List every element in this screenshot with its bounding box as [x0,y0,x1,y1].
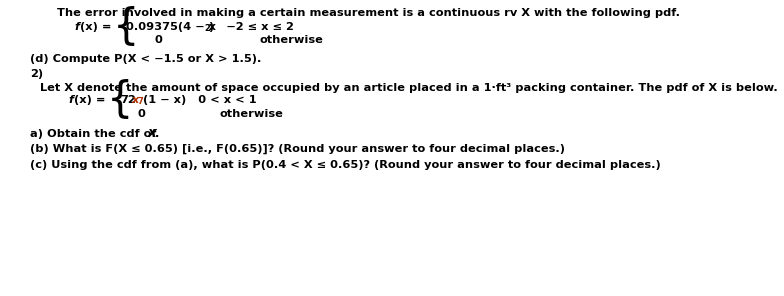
Text: 2: 2 [204,24,210,33]
Text: )   −2 ≤ x ≤ 2: ) −2 ≤ x ≤ 2 [209,22,294,32]
Text: 7: 7 [138,97,143,106]
Text: otherwise: otherwise [260,35,324,45]
Text: Let X denote the amount of space occupied by an article placed in a 1·ft³ packin: Let X denote the amount of space occupie… [40,83,778,93]
Text: .: . [155,129,159,139]
Text: X: X [148,129,157,139]
Text: The error involved in making a certain measurement is a continuous rv X with the: The error involved in making a certain m… [57,8,680,18]
Text: x: x [131,95,138,105]
Text: a) Obtain the cdf of: a) Obtain the cdf of [30,129,161,139]
Text: 72: 72 [120,95,136,105]
Text: f: f [74,22,79,32]
Text: {: { [113,6,140,47]
Text: 0: 0 [138,109,146,119]
Text: {: { [107,79,133,121]
Text: otherwise: otherwise [220,109,284,119]
Text: (1 − x)   0 < x < 1: (1 − x) 0 < x < 1 [143,95,256,105]
Text: (c) Using the cdf from (a), what is P(0.4 < X ≤ 0.65)? (Round your answer to fou: (c) Using the cdf from (a), what is P(0.… [30,160,661,170]
Text: (x) =: (x) = [74,95,106,105]
Text: (x) =: (x) = [80,22,111,32]
Text: f: f [68,95,73,105]
Text: (d) Compute P(X < −1.5 or X > 1.5).: (d) Compute P(X < −1.5 or X > 1.5). [30,54,261,64]
Text: 0: 0 [155,35,163,45]
Text: 2): 2) [30,69,43,79]
Text: 0.09375(4 − x: 0.09375(4 − x [126,22,216,32]
Text: (b) What is F(X ≤ 0.65) [i.e., F(0.65)]? (Round your answer to four decimal plac: (b) What is F(X ≤ 0.65) [i.e., F(0.65)]?… [30,144,565,154]
